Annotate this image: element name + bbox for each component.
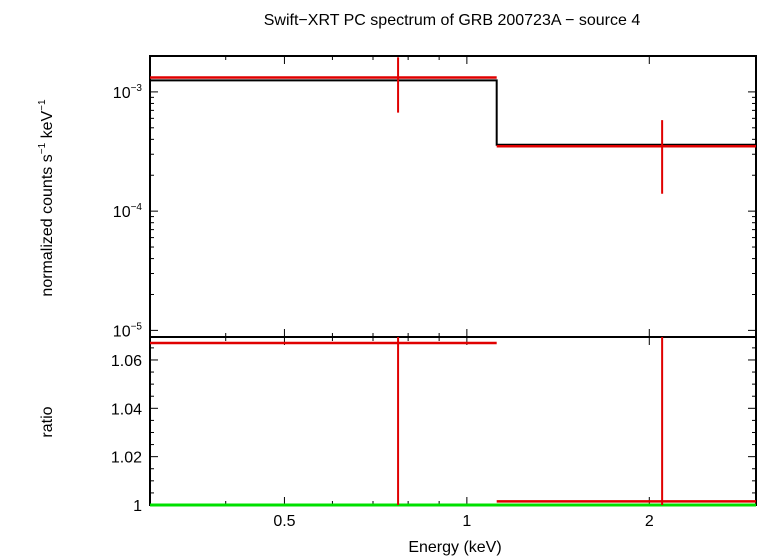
y-axis-label-exp1: −1 — [37, 142, 48, 154]
axis-ticks: 0.5 1 210−310−410−511.021.041.06 — [111, 55, 757, 530]
y-tick-label: 1.06 — [111, 353, 142, 370]
y-tick-label: 10−4 — [113, 202, 143, 221]
y-tick-base: 10 — [113, 204, 131, 221]
x-tick-label: 2 — [645, 513, 654, 530]
data-layer — [150, 57, 756, 507]
y-tick-exp: −3 — [131, 83, 143, 94]
y-tick-label: 1 — [133, 498, 142, 515]
y-axis-label-main: normalized counts s — [39, 154, 56, 296]
y-axis-label-unit: keV — [39, 111, 56, 143]
y-axis-label-ratio: ratio — [39, 406, 56, 437]
x-axis-label: Energy (keV) — [408, 539, 501, 556]
y-tick-base: 10 — [113, 323, 131, 340]
chart-title: Swift−XRT PC spectrum of GRB 200723A − s… — [264, 12, 641, 29]
y-axis-label-exp2: −1 — [37, 99, 48, 111]
spectrum-panel-frame — [149, 55, 757, 338]
x-tick-label: 0.5 — [273, 513, 295, 530]
x-tick-label: 1 — [462, 513, 471, 530]
plot-frames — [149, 55, 757, 506]
y-axis-label-spectrum: normalized counts s−1 keV−1 — [37, 99, 56, 297]
y-tick-label: 10−5 — [113, 321, 143, 340]
y-tick-exp: −4 — [131, 202, 143, 213]
y-tick-label: 10−3 — [113, 83, 143, 102]
y-tick-exp: −5 — [131, 321, 143, 332]
ratio-panel-frame — [149, 336, 757, 506]
y-tick-base: 10 — [113, 85, 131, 102]
y-tick-label: 1.04 — [111, 401, 142, 418]
y-tick-label: 1.02 — [111, 450, 142, 467]
model-step-line — [150, 79, 756, 146]
